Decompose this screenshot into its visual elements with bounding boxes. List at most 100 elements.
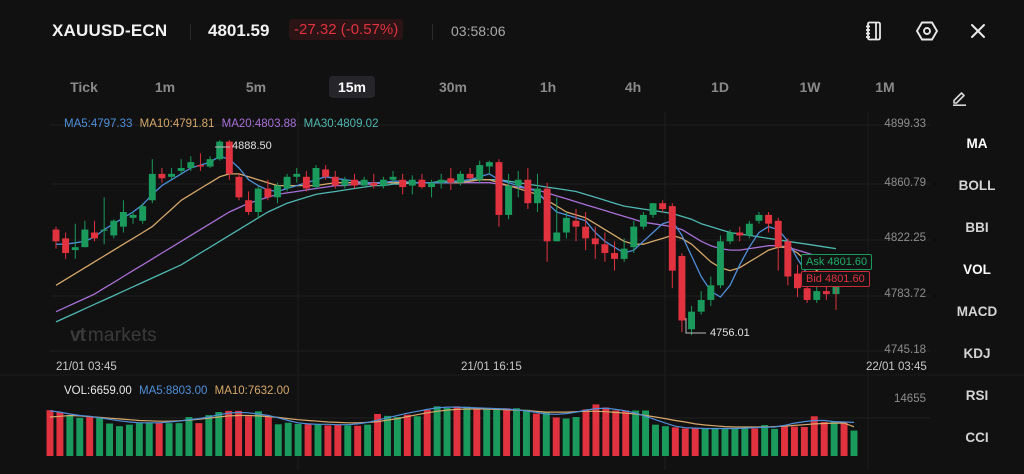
price-axis-label: 4899.33: [884, 118, 926, 130]
volume-bar: [701, 428, 709, 456]
candle-body: [52, 229, 60, 242]
volume-bar: [781, 426, 788, 456]
price-axis-label: 4822.25: [884, 232, 926, 244]
volume-bar: [622, 410, 630, 456]
low-marker-line: [685, 318, 706, 334]
candle-body: [630, 226, 638, 248]
candle-body: [331, 176, 339, 186]
notebook-button[interactable]: [861, 18, 887, 44]
pencil-icon: [953, 92, 966, 107]
volume-bar: [850, 430, 858, 456]
candle-body: [71, 247, 79, 251]
indicator-macd[interactable]: MACD: [956, 304, 998, 319]
tab-5m[interactable]: 5m: [245, 79, 267, 95]
indicator-kdj[interactable]: KDJ: [963, 346, 991, 361]
candle-body: [803, 288, 811, 300]
volume-bar: [334, 424, 342, 456]
time-axis-label: 22/01 03:45: [866, 361, 927, 373]
time-axis-label: 21/01 16:15: [461, 361, 522, 373]
indicator-ma[interactable]: MA: [966, 136, 988, 151]
candle-body: [601, 244, 609, 254]
candle-body: [399, 179, 407, 188]
volume-bar: [284, 422, 292, 456]
volume-bar: [155, 423, 163, 456]
volume-bar: [324, 425, 332, 456]
candle-body: [274, 185, 281, 198]
volume-axis-label: 14655: [894, 393, 926, 405]
tab-30m[interactable]: 30m: [438, 79, 468, 95]
volume-bar: [125, 424, 133, 456]
volume-bar: [433, 406, 441, 456]
candle-body: [341, 179, 349, 186]
candle-body: [688, 311, 696, 330]
candle-body: [437, 179, 445, 183]
indicator-boll[interactable]: BOLL: [958, 178, 996, 193]
tab-1m[interactable]: 1M: [875, 79, 895, 95]
candle-body: [119, 211, 127, 227]
tab-1h[interactable]: 1h: [539, 79, 557, 95]
close-icon: [971, 24, 985, 38]
volume-value: VOL:6659.00: [64, 385, 132, 397]
symbol-title[interactable]: XAUUSD-ECN: [52, 21, 168, 40]
candle-body: [81, 229, 89, 248]
candle-body: [139, 206, 147, 221]
indicator-cci[interactable]: CCI: [965, 430, 989, 445]
volume-bar: [761, 425, 769, 456]
volume-bar: [86, 417, 94, 456]
price-axis-label: 4745.18: [884, 344, 926, 356]
volume-ma10-value: MA10:7632.00: [214, 385, 290, 397]
volume-bar: [552, 417, 560, 456]
volume-bar: [731, 428, 739, 456]
tab-1d[interactable]: 1D: [711, 79, 729, 95]
indicator-bbi[interactable]: BBI: [965, 220, 989, 235]
candle-body: [476, 165, 484, 180]
candle-body: [582, 226, 590, 239]
tab-1w[interactable]: 1W: [799, 79, 821, 95]
volume-bar: [532, 413, 540, 456]
candle-body: [187, 162, 195, 169]
candle-body: [726, 232, 734, 242]
volume-bar: [840, 421, 848, 456]
divider: [190, 24, 191, 40]
indicator-rsi[interactable]: RSI: [965, 388, 989, 403]
volume-bar: [225, 410, 233, 456]
volume-bar: [185, 417, 193, 456]
candle-body: [774, 220, 782, 248]
tab-15m[interactable]: 15m: [328, 76, 376, 98]
tab-1m[interactable]: 1m: [154, 79, 176, 95]
tab-tick[interactable]: Tick: [70, 79, 98, 95]
volume-bar: [661, 426, 669, 456]
drawing-tool-button[interactable]: [950, 87, 970, 107]
server-time: 03:58:06: [451, 23, 506, 39]
settings-button[interactable]: [914, 18, 940, 44]
candle-body: [505, 185, 513, 215]
time-axis-label: 21/01 03:45: [56, 361, 117, 373]
candle-body: [716, 241, 724, 286]
indicator-vol[interactable]: VOL: [963, 262, 991, 277]
candle-body: [553, 232, 561, 242]
volume-bar: [800, 426, 808, 456]
candle-body: [322, 169, 330, 177]
candle-body: [245, 200, 253, 212]
ma30-line: [55, 179, 837, 323]
candle-body: [206, 159, 214, 167]
volume-bar: [254, 411, 262, 456]
tab-4h[interactable]: 4h: [624, 79, 642, 95]
candle-body: [389, 176, 397, 180]
volume-bar: [830, 421, 838, 456]
candle-body: [254, 188, 262, 212]
volume-bar: [106, 423, 114, 456]
candle-body: [408, 179, 416, 186]
candle-body: [524, 179, 532, 204]
volume-bar: [374, 413, 382, 456]
volume-bar: [76, 417, 84, 456]
volume-bar: [771, 428, 779, 456]
candle-body: [620, 248, 628, 259]
ma20-value: MA20:4803.88: [221, 118, 297, 130]
candle-body: [678, 255, 686, 321]
volume-bar: [165, 423, 173, 456]
ma5-value: MA5:4797.33: [64, 118, 133, 130]
volume-bar: [423, 409, 431, 456]
close-button[interactable]: [965, 18, 991, 44]
